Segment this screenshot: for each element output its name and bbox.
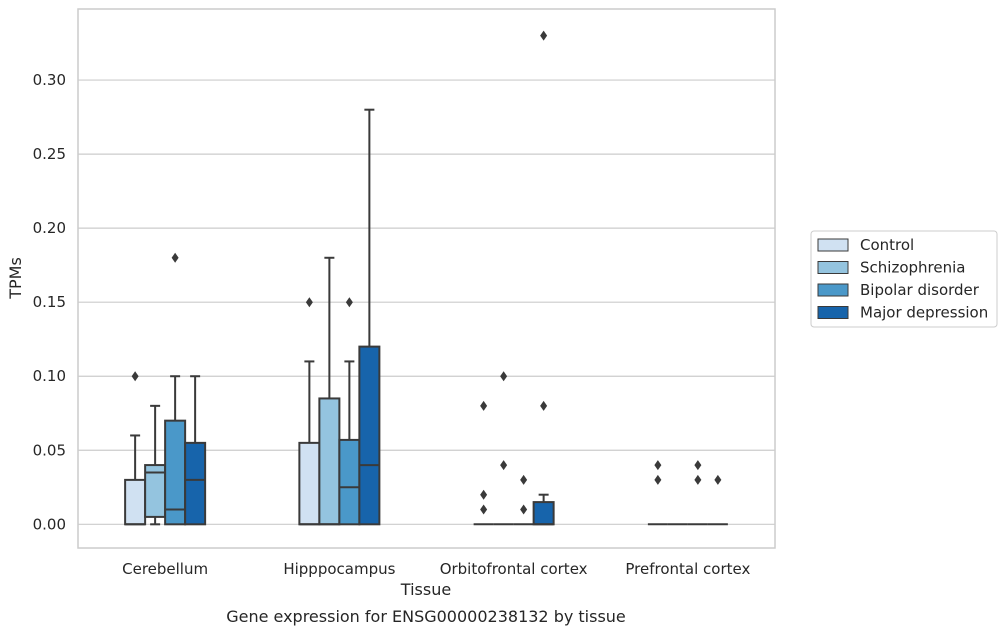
outlier-point xyxy=(694,474,702,485)
legend-label: Control xyxy=(860,236,914,254)
series-control xyxy=(124,297,668,526)
box-1 xyxy=(318,256,341,526)
outlier-point xyxy=(500,460,508,471)
outlier-point xyxy=(654,474,662,485)
outlier-point xyxy=(714,474,722,485)
series-major-depression xyxy=(184,30,728,526)
box-2 xyxy=(513,474,534,526)
y-tick-label: 0.30 xyxy=(33,71,66,89)
y-axis-label: TPMs xyxy=(6,257,25,300)
x-tick-label: Prefrontal cortex xyxy=(625,560,750,578)
box-2 xyxy=(493,371,514,526)
box-iqr xyxy=(124,478,147,526)
outlier-point xyxy=(520,474,528,485)
x-axis-label: Tissue xyxy=(400,580,451,599)
box-iqr xyxy=(184,441,207,526)
legend-frame xyxy=(810,230,998,328)
y-axis-ticks: 0.00 0.05 0.10 0.15 0.20 0.25 0.30 xyxy=(33,71,66,533)
y-tick-label: 0.25 xyxy=(33,145,66,163)
y-tick-label: 0.20 xyxy=(33,219,66,237)
legend-swatch xyxy=(817,306,849,319)
box-1 xyxy=(298,297,321,526)
legend-label: Bipolar disorder xyxy=(860,281,980,299)
box-0 xyxy=(184,375,207,526)
legend: Control Schizophrenia Bipolar disorder Majo… xyxy=(810,230,998,328)
outlier-point xyxy=(345,297,353,308)
outlier-point xyxy=(480,400,488,411)
y-tick-label: 0.00 xyxy=(33,515,66,533)
series-schizophrenia xyxy=(144,256,688,526)
outlier-point xyxy=(305,297,313,308)
box-3 xyxy=(707,474,728,526)
box-iqr xyxy=(532,501,555,526)
series-bipolar-disorder xyxy=(164,252,708,526)
legend-label: Schizophrenia xyxy=(860,259,965,277)
outlier-point xyxy=(540,30,548,41)
box-iqr xyxy=(358,345,381,526)
y-tick-label: 0.15 xyxy=(33,293,66,311)
outlier-point xyxy=(540,400,548,411)
box-iqr xyxy=(298,441,321,526)
chart-caption: Gene expression for ENSG00000238132 by t… xyxy=(226,607,626,626)
x-axis-ticks: Cerebellum Hipppocampus Orbitofrontal cort… xyxy=(122,560,750,578)
outlier-point xyxy=(500,371,508,382)
outlier-point xyxy=(694,460,702,471)
outlier-point xyxy=(480,504,488,515)
y-tick-label: 0.10 xyxy=(33,367,66,385)
outlier-point xyxy=(520,504,528,515)
outlier-point xyxy=(171,252,179,263)
box-2 xyxy=(473,400,494,526)
plot-area-frame xyxy=(77,8,776,549)
box-3 xyxy=(687,460,708,526)
y-tick-label: 0.05 xyxy=(33,441,66,459)
legend-label: Major depression xyxy=(860,304,988,322)
box-0 xyxy=(144,404,167,526)
outlier-point xyxy=(480,489,488,500)
outlier-point xyxy=(131,371,139,382)
x-tick-label: Cerebellum xyxy=(122,560,208,578)
box-1 xyxy=(358,108,381,526)
legend-swatch xyxy=(817,261,849,274)
box-iqr xyxy=(318,397,341,526)
x-tick-label: Orbitofrontal cortex xyxy=(440,560,588,578)
legend-swatch xyxy=(817,238,849,252)
legend-swatch xyxy=(817,283,849,297)
box-2 xyxy=(532,30,555,526)
box-0 xyxy=(164,252,187,526)
box-1 xyxy=(338,297,361,526)
outlier-point xyxy=(654,460,662,471)
x-tick-label: Hipppocampus xyxy=(283,560,395,578)
box-0 xyxy=(124,371,147,526)
box-series-layer xyxy=(124,30,728,526)
box-3 xyxy=(647,460,668,526)
box-iqr xyxy=(338,438,361,526)
